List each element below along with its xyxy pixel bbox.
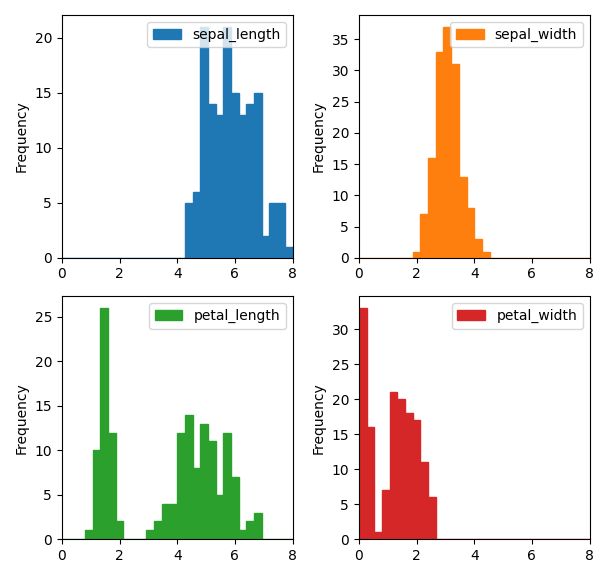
Legend: sepal_length: sepal_length	[147, 22, 286, 47]
Bar	[420, 214, 428, 258]
Bar	[208, 442, 216, 539]
Bar	[231, 92, 239, 258]
Bar	[262, 236, 270, 258]
Bar	[451, 64, 459, 258]
Bar	[108, 432, 116, 539]
Bar	[192, 468, 200, 539]
Y-axis label: Frequency: Frequency	[312, 101, 326, 172]
Legend: petal_width: petal_width	[452, 303, 583, 329]
Bar	[147, 531, 154, 539]
Bar	[359, 308, 367, 539]
Bar	[390, 392, 397, 539]
Bar	[428, 497, 436, 539]
Bar	[231, 477, 239, 539]
Bar	[177, 432, 185, 539]
Bar	[375, 532, 382, 539]
Bar	[100, 308, 108, 539]
Bar	[382, 490, 390, 539]
Bar	[185, 415, 192, 539]
Y-axis label: Frequency: Frequency	[15, 101, 29, 172]
Bar	[367, 427, 375, 539]
Bar	[420, 462, 428, 539]
Bar	[239, 531, 247, 539]
Bar	[413, 420, 420, 539]
Bar	[443, 27, 451, 258]
Bar	[466, 208, 474, 258]
Bar	[247, 103, 254, 258]
Bar	[169, 503, 177, 539]
Bar	[474, 239, 482, 258]
Y-axis label: Frequency: Frequency	[312, 382, 326, 454]
Bar	[93, 450, 100, 539]
Bar	[208, 103, 216, 258]
Bar	[428, 158, 436, 258]
Bar	[85, 531, 93, 539]
Bar	[482, 251, 490, 258]
Bar	[405, 413, 413, 539]
Bar	[285, 247, 292, 258]
Bar	[239, 114, 247, 258]
Bar	[200, 27, 208, 258]
Bar	[459, 176, 466, 258]
Bar	[270, 203, 277, 258]
Bar	[413, 251, 420, 258]
Legend: petal_length: petal_length	[149, 303, 286, 329]
Bar	[254, 92, 262, 258]
Bar	[200, 424, 208, 539]
Bar	[185, 203, 192, 258]
Bar	[216, 495, 224, 539]
Bar	[254, 513, 262, 539]
Bar	[116, 521, 124, 539]
Bar	[216, 114, 224, 258]
Bar	[162, 503, 169, 539]
Bar	[192, 192, 200, 258]
Legend: sepal_width: sepal_width	[450, 22, 583, 47]
Bar	[436, 51, 443, 258]
Y-axis label: Frequency: Frequency	[15, 382, 29, 454]
Bar	[154, 521, 162, 539]
Bar	[277, 203, 285, 258]
Bar	[224, 432, 231, 539]
Bar	[224, 27, 231, 258]
Bar	[247, 521, 254, 539]
Bar	[397, 399, 405, 539]
